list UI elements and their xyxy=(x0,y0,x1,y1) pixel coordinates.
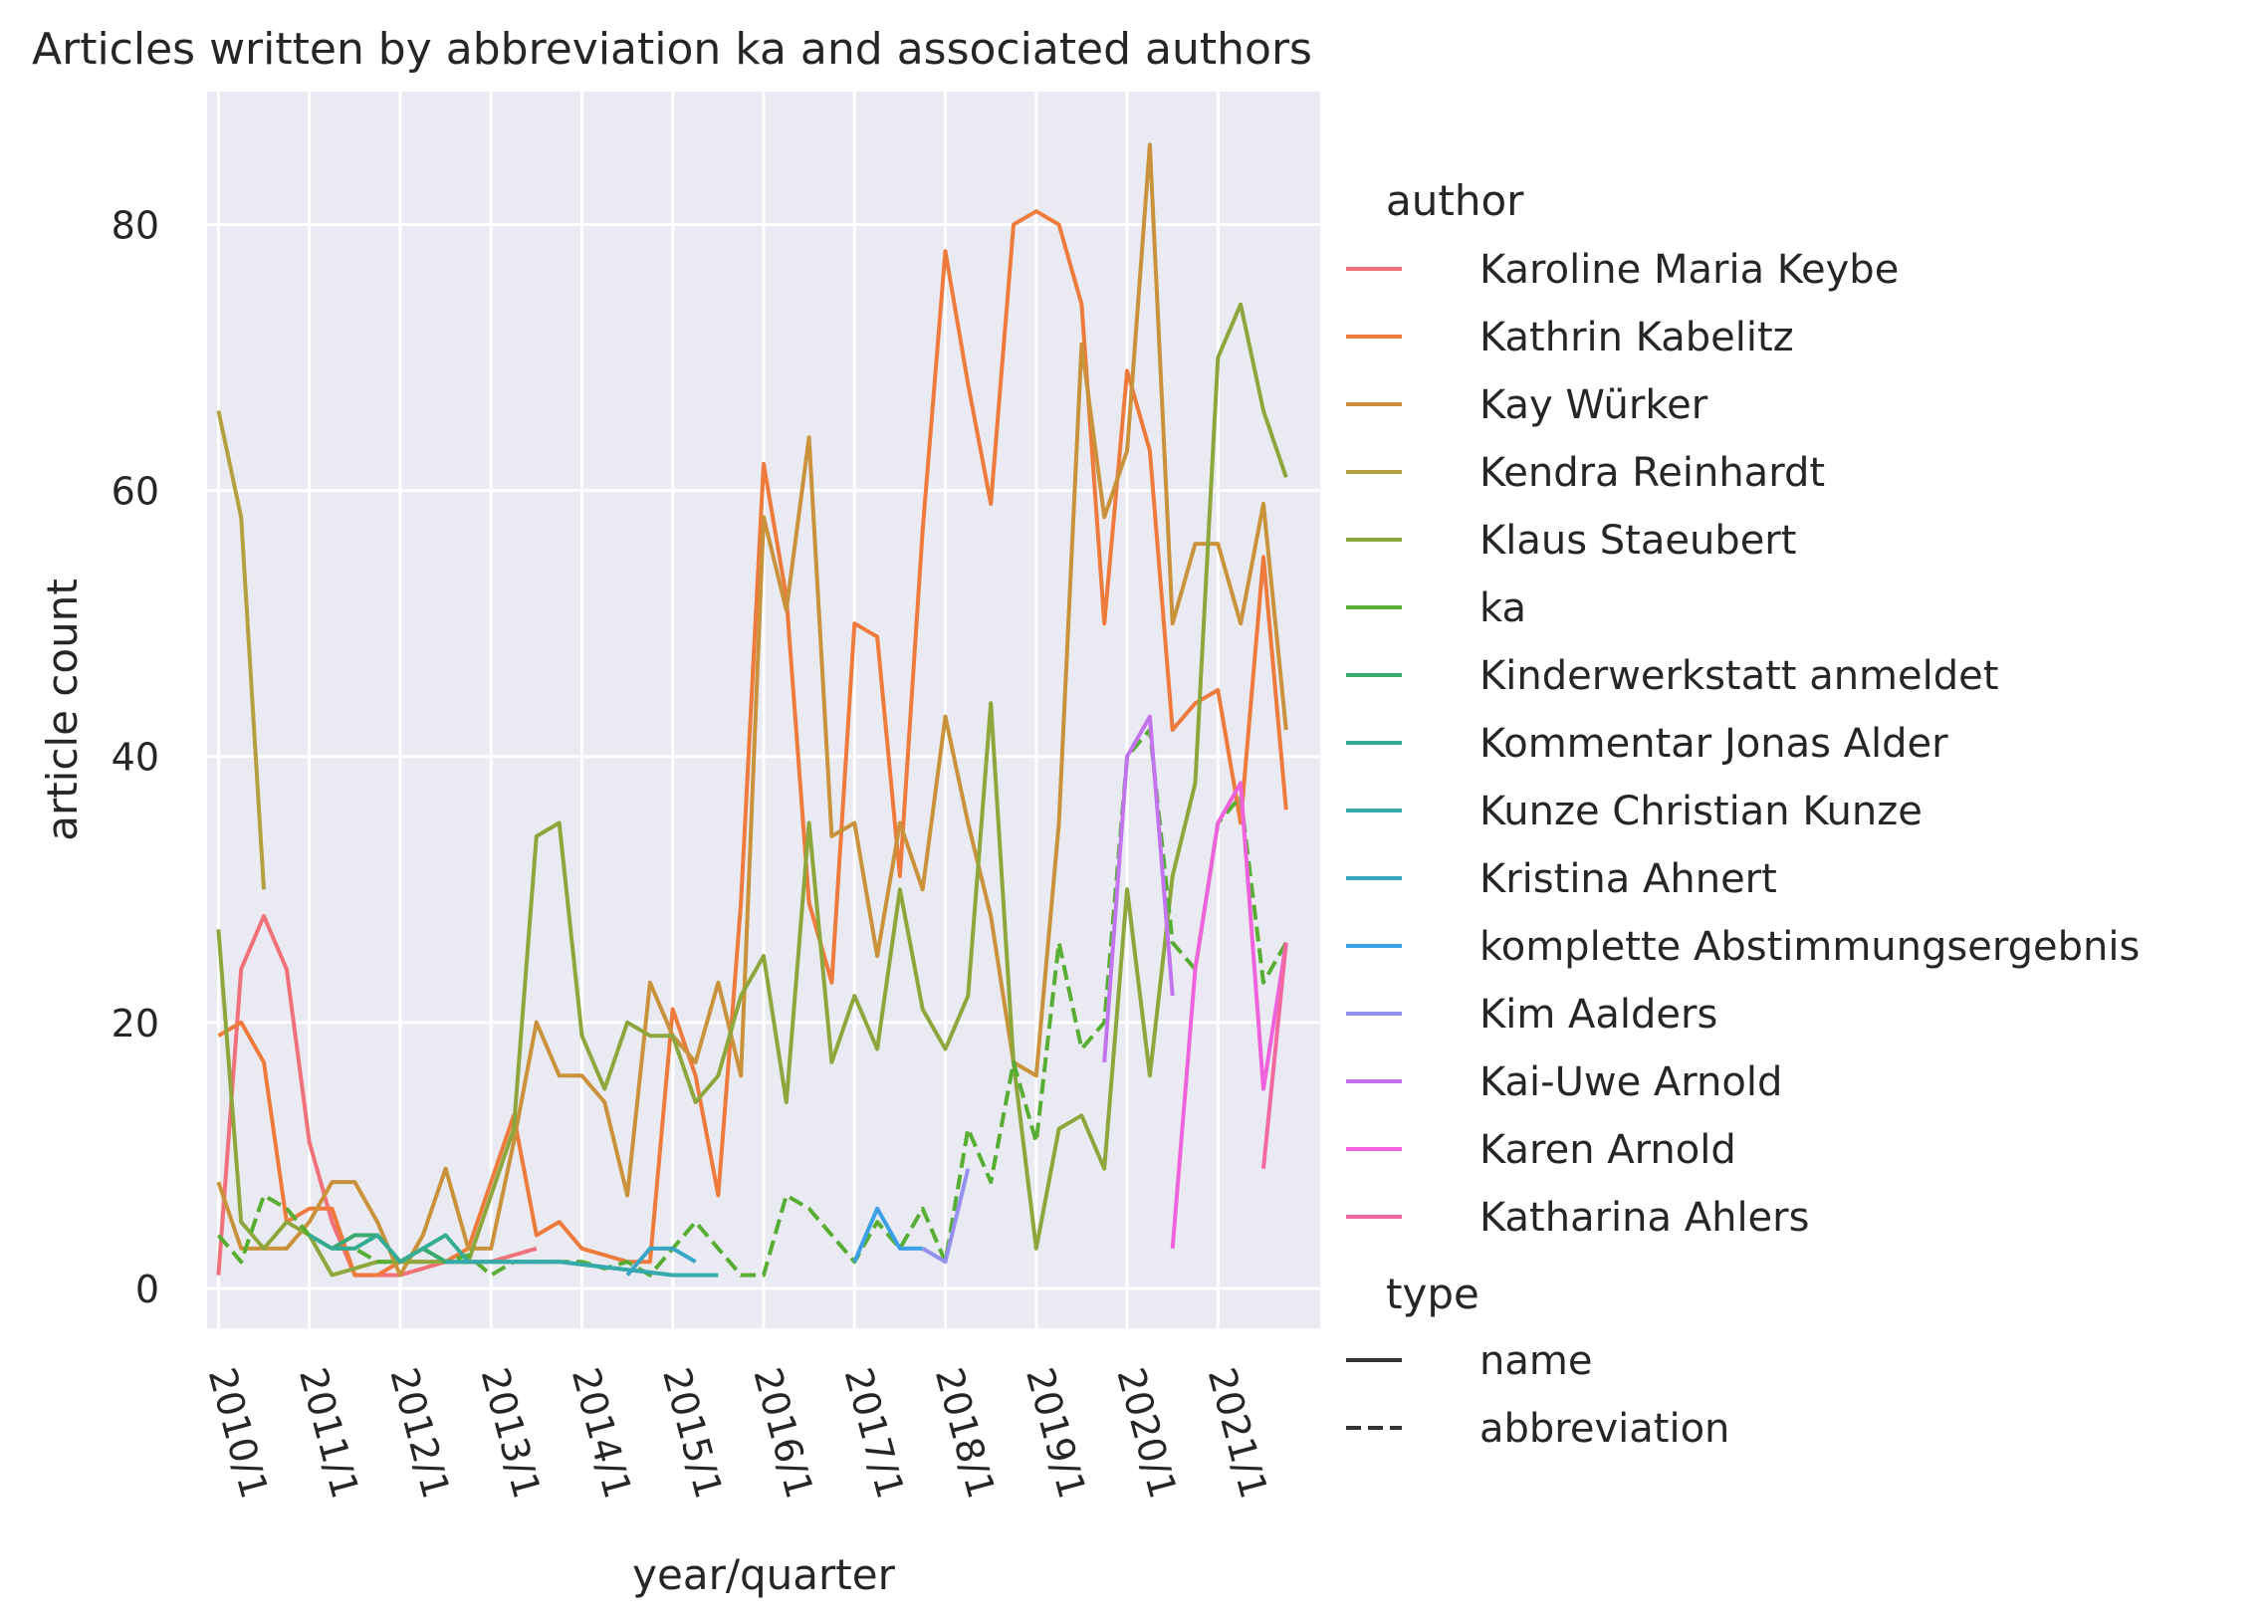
chart-title: Articles written by abbreviation ka and … xyxy=(32,24,1312,75)
legend-title-type: type xyxy=(1386,1270,1479,1318)
x-tick-label: 2010/1 xyxy=(200,1363,277,1504)
y-tick-label: 60 xyxy=(112,470,159,514)
x-axis-label: year/quarter xyxy=(632,1550,895,1599)
x-tick-label: 2016/1 xyxy=(745,1363,821,1504)
legend-entry: Kinderwerkstatt anmeldet xyxy=(1479,653,1998,699)
legend-entry: Katharina Ahlers xyxy=(1479,1195,1809,1241)
x-tick-label: 2011/1 xyxy=(291,1363,367,1504)
series-line-komplette-abstimmungsergebnis xyxy=(852,1206,923,1263)
series-line-kendra-reinhardt xyxy=(216,410,266,890)
y-tick-label: 0 xyxy=(135,1268,159,1311)
x-tick-label: 2015/1 xyxy=(654,1363,731,1504)
x-tick-label: 2021/1 xyxy=(1200,1363,1276,1504)
legend: author Karoline Maria Keybe Kathrin Kabeli… xyxy=(1346,176,2140,1452)
series-line-kim-aalders xyxy=(921,1168,971,1265)
legend-entry: Kay Würker xyxy=(1479,382,1708,428)
grid xyxy=(207,92,1320,1328)
legend-style-entry: abbreviation xyxy=(1479,1406,1729,1452)
y-tick-label: 40 xyxy=(112,736,159,780)
legend-entry: ka xyxy=(1479,585,1526,631)
x-axis-ticks: 2010/1 2011/1 2012/1 2013/1 2014/1 2015/1 2016… xyxy=(200,1363,1276,1504)
legend-entry: Karoline Maria Keybe xyxy=(1479,247,1899,293)
legend-entry: Kommentar Jonas Alder xyxy=(1479,721,1948,767)
legend-title-author: author xyxy=(1386,176,1524,225)
y-tick-label: 20 xyxy=(112,1002,159,1045)
x-tick-label: 2020/1 xyxy=(1108,1363,1185,1504)
legend-entry: Kendra Reinhardt xyxy=(1479,450,1825,496)
legend-entry: Kunze Christian Kunze xyxy=(1479,789,1923,834)
x-tick-label: 2019/1 xyxy=(1018,1363,1094,1504)
x-tick-label: 2014/1 xyxy=(564,1363,640,1504)
y-axis-label: article count xyxy=(38,579,87,841)
legend-style-entry: name xyxy=(1479,1338,1592,1384)
series-line-kai-uwe-arnold xyxy=(1102,714,1175,1063)
x-tick-label: 2018/1 xyxy=(927,1363,1004,1504)
legend-entry: Klaus Staeubert xyxy=(1479,518,1796,564)
x-tick-label: 2013/1 xyxy=(473,1363,550,1504)
x-tick-label: 2017/1 xyxy=(836,1363,913,1504)
y-tick-label: 80 xyxy=(112,204,159,248)
legend-entry: Kim Aalders xyxy=(1479,992,1717,1038)
legend-entry: Kai-Uwe Arnold xyxy=(1479,1059,1782,1105)
series-line-karen-arnold xyxy=(1170,781,1288,1250)
legend-entry: Kristina Ahnert xyxy=(1479,856,1777,902)
series-lines xyxy=(216,142,1288,1277)
y-axis-ticks: 0 20 40 60 80 xyxy=(112,204,159,1311)
legend-entry: Kathrin Kabelitz xyxy=(1479,315,1794,360)
series-line-klaus-staeubert xyxy=(216,302,1288,1277)
legend-entry: komplette Abstimmungsergebnis xyxy=(1479,924,2140,970)
series-line-katharina-ahlers xyxy=(1261,942,1288,1169)
series-line-ka xyxy=(216,728,1288,1277)
series-line-kunze-christian-kunze xyxy=(445,1260,719,1277)
x-tick-label: 2012/1 xyxy=(381,1363,458,1504)
series-line-kristina-ahnert xyxy=(625,1246,697,1276)
legend-entry: Karen Arnold xyxy=(1479,1127,1736,1173)
series-line-kay-w-rker xyxy=(216,142,1288,1277)
